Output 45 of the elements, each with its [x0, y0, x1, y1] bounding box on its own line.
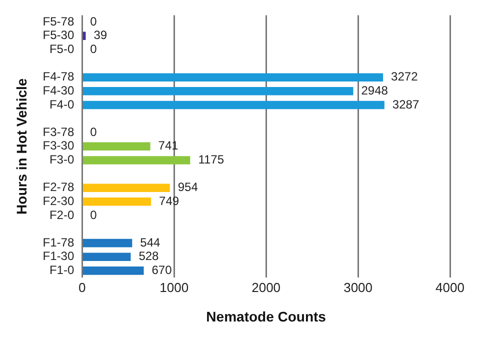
y-tick-label: F2-30	[42, 194, 74, 208]
bar	[82, 184, 170, 192]
x-tick-label: 0	[78, 280, 86, 295]
y-tick-label: F4-78	[42, 70, 74, 84]
y-tick-label: F2-78	[42, 180, 74, 194]
y-tick-label: F5-30	[42, 28, 74, 42]
data-label: 1175	[198, 152, 224, 167]
data-label: 39	[94, 28, 108, 42]
data-label: 0	[90, 208, 98, 222]
data-label: 0	[90, 42, 98, 56]
data-label: 2948	[361, 83, 388, 98]
data-label: 528	[138, 249, 160, 264]
bar	[82, 73, 384, 82]
y-tick-label: F5-0	[49, 42, 74, 56]
data-label: 670	[152, 263, 172, 278]
x-tick-label: 4000	[436, 280, 464, 295]
data-label: 0	[90, 124, 98, 139]
data-label: 954	[178, 180, 198, 194]
bar	[82, 100, 384, 110]
data-label: 3287	[392, 97, 420, 112]
y-tick-label: F4-0	[49, 97, 74, 112]
bar	[82, 198, 152, 206]
bar	[82, 252, 131, 262]
data-label: 3272	[391, 70, 418, 84]
y-tick-label: F2-0	[49, 208, 74, 222]
bar	[82, 156, 190, 164]
y-tick-label: F5-78	[42, 14, 74, 28]
y-tick-label: F1-30	[42, 249, 74, 264]
y-tick-label: F4-30	[42, 83, 74, 98]
y-tick-label: F3-0	[49, 152, 74, 167]
bar	[82, 87, 354, 96]
bar	[82, 238, 132, 248]
y-axis-title: Hours in Hot Vehicle	[13, 78, 30, 214]
y-tick-label: F1-0	[49, 263, 74, 278]
x-tick-label: 3000	[344, 280, 372, 295]
y-tick-label: F1-78	[42, 235, 74, 250]
x-tick-label: 2000	[252, 280, 281, 295]
x-tick-label: 1000	[160, 280, 189, 295]
x-axis-title: Nematode Counts	[206, 308, 326, 324]
y-tick-label: F3-78	[42, 124, 74, 139]
data-label: 0	[90, 14, 98, 28]
bar	[82, 142, 150, 151]
y-tick-label: F3-30	[42, 138, 74, 153]
data-label: 544	[140, 235, 161, 250]
bar	[82, 266, 144, 275]
